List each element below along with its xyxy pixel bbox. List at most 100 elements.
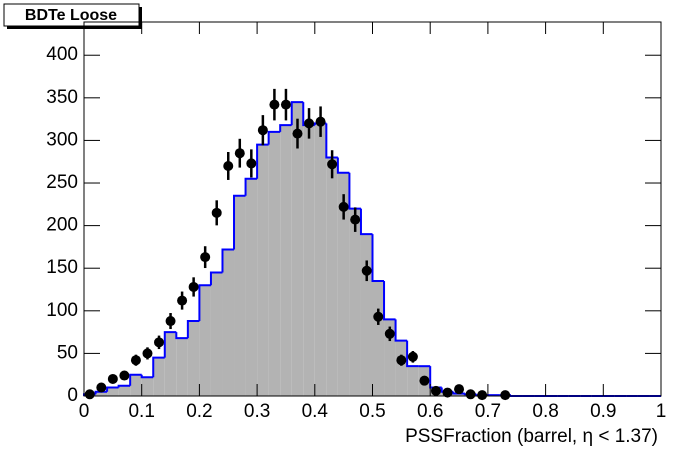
histogram-bar — [176, 338, 188, 396]
histogram-step — [383, 280, 396, 321]
data-point — [442, 387, 453, 398]
histogram-step — [106, 386, 119, 392]
x-tick-label: 0.5 — [359, 401, 385, 422]
data-point — [465, 389, 476, 400]
histogram-bar — [303, 125, 315, 396]
histogram-step — [140, 374, 154, 379]
histogram-bar — [372, 280, 385, 396]
data-point — [419, 375, 430, 386]
data-point — [500, 390, 511, 401]
x-tick-label: 0 — [79, 401, 90, 422]
data-point — [373, 311, 384, 322]
histogram-bar — [360, 234, 373, 396]
data-point — [107, 373, 118, 384]
histogram-step — [394, 319, 408, 342]
histogram-step — [186, 320, 200, 339]
data-point — [211, 207, 222, 218]
y-tick-label: 0 — [67, 385, 78, 406]
data-point — [315, 116, 326, 127]
data-point — [246, 158, 257, 169]
data-point — [280, 99, 291, 110]
data-point — [234, 148, 245, 159]
data-point — [119, 370, 130, 381]
x-tick-label: 0.3 — [244, 401, 270, 422]
histogram-bar — [141, 377, 154, 396]
y-tick-label: 400 — [46, 44, 78, 65]
histogram-bar — [187, 321, 200, 396]
x-tick-label: 0.1 — [128, 401, 154, 422]
histogram-step — [175, 332, 188, 340]
chart-title: BDTe Loose — [25, 7, 117, 24]
data-point — [304, 118, 315, 129]
data-point — [223, 160, 234, 171]
y-tick-label: 300 — [46, 129, 78, 150]
data-point — [454, 384, 465, 395]
x-tick-label: 0.2 — [186, 401, 212, 422]
x-tick-label: 0.8 — [532, 401, 558, 422]
histogram-bar — [234, 195, 246, 396]
data-point — [407, 351, 418, 362]
histogram-bar — [453, 393, 465, 396]
histogram-bar — [107, 387, 119, 396]
title-box — [3, 3, 140, 27]
histogram-step — [209, 271, 223, 286]
y-tick-label: 350 — [46, 87, 78, 108]
histogram-bar — [407, 366, 419, 396]
histogram-step — [244, 177, 258, 196]
data-point — [327, 159, 338, 170]
histogram-step — [117, 384, 131, 388]
histogram-bar — [326, 157, 338, 396]
data-point — [338, 201, 349, 212]
data-point — [396, 355, 407, 366]
histogram-step — [325, 123, 338, 159]
y-tick-label: 150 — [46, 257, 78, 278]
histogram-step — [336, 157, 350, 174]
histogram-bar — [199, 285, 211, 396]
data-point — [477, 390, 488, 401]
histogram-bar — [245, 178, 258, 396]
histogram-step — [359, 208, 373, 236]
data-point — [130, 355, 141, 366]
histogram-step — [129, 373, 142, 386]
data-point — [154, 337, 165, 348]
histogram-bar — [349, 208, 361, 396]
histogram-bar — [118, 385, 131, 396]
data-point — [361, 265, 372, 276]
histogram-step — [371, 234, 385, 282]
data-point — [200, 252, 211, 263]
y-tick-label: 250 — [46, 172, 78, 193]
x-tick-label: 0.4 — [302, 401, 329, 422]
histogram-bar — [153, 357, 165, 396]
data-point — [96, 382, 107, 393]
data-point — [269, 99, 280, 110]
y-tick-label: 200 — [46, 215, 78, 236]
histogram-step — [233, 194, 246, 250]
histogram-bar — [291, 102, 304, 396]
histogram-step — [406, 340, 419, 368]
data-point — [84, 389, 95, 400]
y-tick-label: 100 — [46, 300, 78, 321]
histogram-bar — [130, 374, 142, 396]
data-point — [177, 295, 188, 306]
histogram-bar — [95, 391, 108, 396]
y-tick-label: 50 — [57, 342, 78, 363]
histogram-step — [256, 143, 269, 179]
data-point — [350, 214, 361, 225]
data-point — [292, 128, 303, 139]
histogram-bar — [164, 332, 177, 396]
x-tick-label: 0.7 — [475, 401, 501, 422]
x-tick-label: 1 — [656, 401, 667, 422]
data-point — [188, 281, 199, 292]
histogram-bar — [337, 172, 350, 396]
histogram-bar — [280, 125, 292, 396]
x-axis-label: PSSFraction (barrel, η < 1.37) — [405, 426, 658, 447]
x-tick-label: 0.6 — [417, 401, 443, 422]
histogram-bar — [314, 123, 327, 397]
histogram-step — [279, 124, 292, 132]
histogram-step — [348, 172, 361, 210]
histogram-bar — [222, 249, 235, 396]
histogram-step — [152, 356, 165, 378]
histogram-step — [290, 101, 304, 126]
data-point — [384, 328, 395, 339]
